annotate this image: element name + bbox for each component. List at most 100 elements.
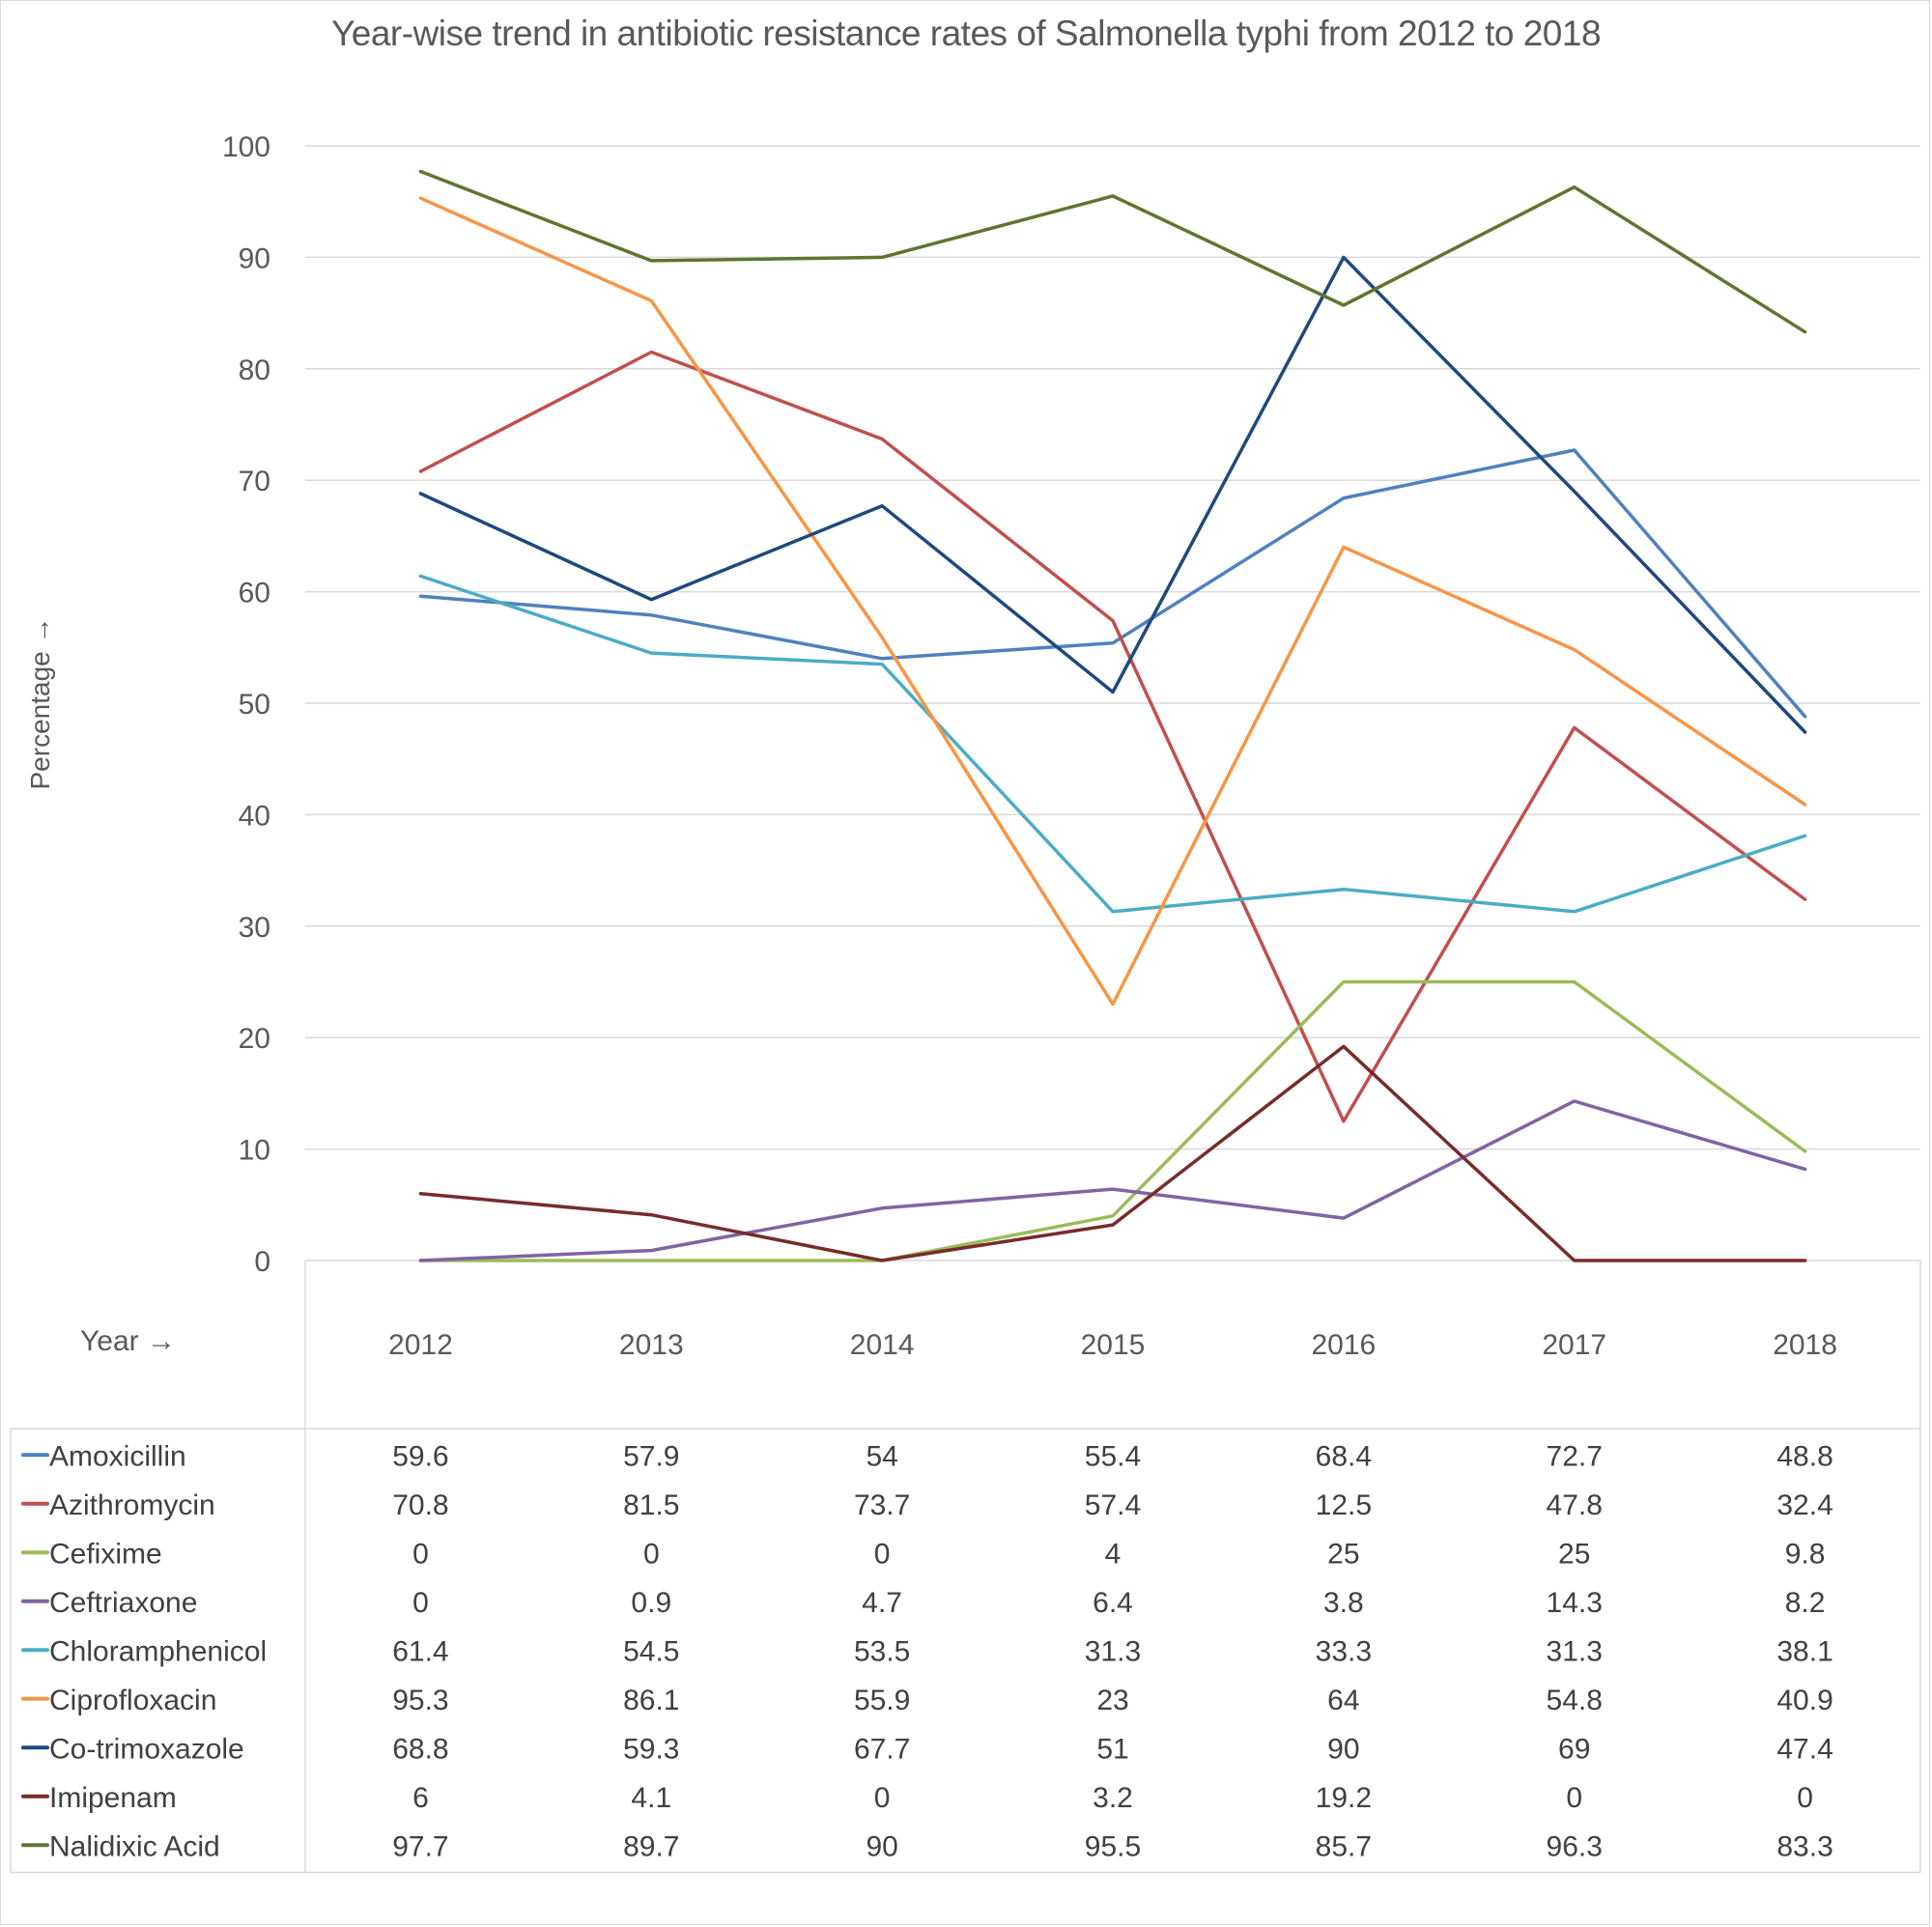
table-cell-chloramphenicol-2014: 53.5 xyxy=(854,1635,910,1667)
table-cell-azithromycin-2013: 81.5 xyxy=(623,1489,679,1521)
table-cell-chloramphenicol-2013: 54.5 xyxy=(623,1635,679,1667)
table-cell-ceftriaxone-2016: 3.8 xyxy=(1323,1587,1364,1619)
x-tick-label-2013: 2013 xyxy=(619,1329,684,1361)
legend-label-co-trimoxazole: Co-trimoxazole xyxy=(49,1733,244,1765)
table-cell-imipenam-2012: 6 xyxy=(412,1782,429,1814)
table-cell-nalidixic-acid-2017: 96.3 xyxy=(1547,1830,1603,1862)
table-cell-amoxicillin-2018: 48.8 xyxy=(1776,1440,1833,1472)
data-table-borders xyxy=(10,1261,1921,1874)
y-tick-label-70: 70 xyxy=(239,466,270,497)
x-axis-title: Year → xyxy=(80,1325,176,1357)
table-row-co-trimoxazole: Co-trimoxazole 68.8 59.3 67.7 51 90 69 47.4 xyxy=(21,1733,1833,1765)
table-cell-co-trimoxazole-2013: 59.3 xyxy=(623,1733,679,1765)
gridlines xyxy=(305,145,1920,1261)
x-tick-label-2012: 2012 xyxy=(388,1329,453,1361)
table-cell-co-trimoxazole-2017: 69 xyxy=(1558,1733,1590,1765)
table-cell-nalidixic-acid-2018: 83.3 xyxy=(1776,1830,1833,1862)
table-cell-ceftriaxone-2017: 14.3 xyxy=(1547,1587,1603,1619)
series-line-chloramphenicol xyxy=(418,574,1807,914)
table-cell-amoxicillin-2016: 68.4 xyxy=(1316,1440,1372,1472)
legend-label-nalidixic-acid: Nalidixic Acid xyxy=(49,1830,220,1862)
table-cell-cefixime-2016: 25 xyxy=(1327,1538,1359,1570)
table-row-chloramphenicol: Chloramphenicol 61.4 54.5 53.5 31.3 33.3 31.3 3… xyxy=(21,1635,1833,1667)
legend-label-cefixime: Cefixime xyxy=(49,1538,162,1570)
table-cell-ceftriaxone-2012: 0 xyxy=(412,1587,429,1619)
table-row-imipenam: Imipenam 6 4.1 0 3.2 19.2 0 0 xyxy=(21,1782,1813,1814)
table-cell-azithromycin-2015: 57.4 xyxy=(1085,1489,1141,1521)
table-cell-ceftriaxone-2018: 8.2 xyxy=(1785,1587,1826,1619)
table-cell-cefixime-2013: 0 xyxy=(643,1538,660,1570)
table-cell-ciprofloxacin-2017: 54.8 xyxy=(1547,1685,1603,1716)
table-cell-amoxicillin-2012: 59.6 xyxy=(392,1440,448,1472)
table-cell-chloramphenicol-2016: 33.3 xyxy=(1316,1635,1372,1667)
table-cell-amoxicillin-2017: 72.7 xyxy=(1547,1440,1603,1472)
table-cell-azithromycin-2017: 47.8 xyxy=(1547,1489,1603,1521)
table-cell-chloramphenicol-2015: 31.3 xyxy=(1085,1635,1141,1667)
table-row-ciprofloxacin: Ciprofloxacin 95.3 86.1 55.9 23 64 54.8 40.9 xyxy=(21,1685,1833,1716)
table-cell-imipenam-2017: 0 xyxy=(1566,1782,1582,1814)
y-tick-label-30: 30 xyxy=(239,912,270,944)
table-cell-ciprofloxacin-2018: 40.9 xyxy=(1776,1685,1833,1716)
legend-label-amoxicillin: Amoxicillin xyxy=(49,1440,186,1472)
table-row-cefixime: Cefixime 0 0 0 4 25 25 9.8 xyxy=(21,1538,1826,1570)
table-row-azithromycin: Azithromycin 70.8 81.5 73.7 57.4 12.5 47.8 32.4 xyxy=(21,1489,1833,1521)
table-cell-co-trimoxazole-2014: 67.7 xyxy=(854,1733,910,1765)
table-cell-co-trimoxazole-2018: 47.4 xyxy=(1776,1733,1833,1765)
table-cell-chloramphenicol-2017: 31.3 xyxy=(1547,1635,1603,1667)
x-tick-label-2015: 2015 xyxy=(1081,1329,1146,1361)
table-cell-chloramphenicol-2018: 38.1 xyxy=(1776,1635,1833,1667)
table-cell-imipenam-2014: 0 xyxy=(874,1782,891,1814)
table-cell-cefixime-2018: 9.8 xyxy=(1785,1538,1826,1570)
table-cell-ceftriaxone-2014: 4.7 xyxy=(862,1587,902,1619)
table-cell-ciprofloxacin-2012: 95.3 xyxy=(392,1685,448,1716)
table-row-amoxicillin: Amoxicillin 59.6 57.9 54 55.4 68.4 72.7 48.8 xyxy=(21,1440,1833,1472)
table-cell-imipenam-2016: 19.2 xyxy=(1316,1782,1372,1814)
series-line-co-trimoxazole xyxy=(418,255,1807,734)
table-row-nalidixic-acid: Nalidixic Acid 97.7 89.7 90 95.5 85.7 96.3 83.3 xyxy=(21,1830,1833,1862)
series-line-nalidixic-acid xyxy=(418,169,1807,334)
table-row-ceftriaxone: Ceftriaxone 0 0.9 4.7 6.4 3.8 14.3 8.2 xyxy=(21,1587,1826,1619)
table-cell-nalidixic-acid-2015: 95.5 xyxy=(1085,1830,1141,1862)
series-lines xyxy=(418,169,1807,1262)
table-cell-nalidixic-acid-2014: 90 xyxy=(866,1830,897,1862)
table-cell-nalidixic-acid-2013: 89.7 xyxy=(623,1830,679,1862)
series-line-amoxicillin xyxy=(418,448,1807,719)
y-tick-label-40: 40 xyxy=(239,800,270,832)
legend-label-ceftriaxone: Ceftriaxone xyxy=(49,1587,197,1619)
x-tick-label-2014: 2014 xyxy=(850,1329,915,1361)
legend-label-ciprofloxacin: Ciprofloxacin xyxy=(49,1685,216,1716)
table-cell-ciprofloxacin-2013: 86.1 xyxy=(623,1685,679,1716)
table-cell-cefixime-2014: 0 xyxy=(874,1538,891,1570)
table-cell-azithromycin-2018: 32.4 xyxy=(1776,1489,1833,1521)
table-cell-nalidixic-acid-2012: 97.7 xyxy=(392,1830,448,1862)
table-cell-cefixime-2012: 0 xyxy=(412,1538,429,1570)
data-table: Amoxicillin 59.6 57.9 54 55.4 68.4 72.7 48.8 Azi… xyxy=(21,1440,1833,1862)
y-tick-label-100: 100 xyxy=(222,131,270,163)
table-cell-imipenam-2013: 4.1 xyxy=(631,1782,671,1814)
table-cell-ceftriaxone-2013: 0.9 xyxy=(631,1587,671,1619)
table-cell-chloramphenicol-2012: 61.4 xyxy=(392,1635,448,1667)
table-cell-cefixime-2017: 25 xyxy=(1558,1538,1590,1570)
y-tick-label-80: 80 xyxy=(239,354,270,386)
table-cell-imipenam-2015: 3.2 xyxy=(1093,1782,1133,1814)
y-tick-label-50: 50 xyxy=(239,689,270,721)
table-cell-ceftriaxone-2015: 6.4 xyxy=(1093,1587,1133,1619)
series-line-azithromycin xyxy=(418,350,1807,1123)
y-axis-ticks: 0 10 20 30 40 50 60 70 80 90 100 xyxy=(222,131,270,1278)
table-cell-nalidixic-acid-2016: 85.7 xyxy=(1316,1830,1372,1862)
table-cell-azithromycin-2012: 70.8 xyxy=(392,1489,448,1521)
legend-label-imipenam: Imipenam xyxy=(49,1782,177,1814)
y-tick-label-0: 0 xyxy=(254,1246,270,1278)
series-line-ceftriaxone xyxy=(418,1099,1807,1262)
table-cell-co-trimoxazole-2015: 51 xyxy=(1096,1733,1128,1765)
table-cell-co-trimoxazole-2012: 68.8 xyxy=(392,1733,448,1765)
table-cell-ciprofloxacin-2014: 55.9 xyxy=(854,1685,910,1716)
series-line-ciprofloxacin xyxy=(418,196,1807,1006)
y-tick-label-90: 90 xyxy=(239,242,270,274)
y-tick-label-20: 20 xyxy=(239,1023,270,1055)
y-tick-label-60: 60 xyxy=(239,578,270,609)
x-axis-ticks: 2012 2013 2014 2015 2016 2017 2018 xyxy=(388,1329,1837,1361)
chart-title: Year-wise trend in antibiotic resistance… xyxy=(330,14,1602,53)
